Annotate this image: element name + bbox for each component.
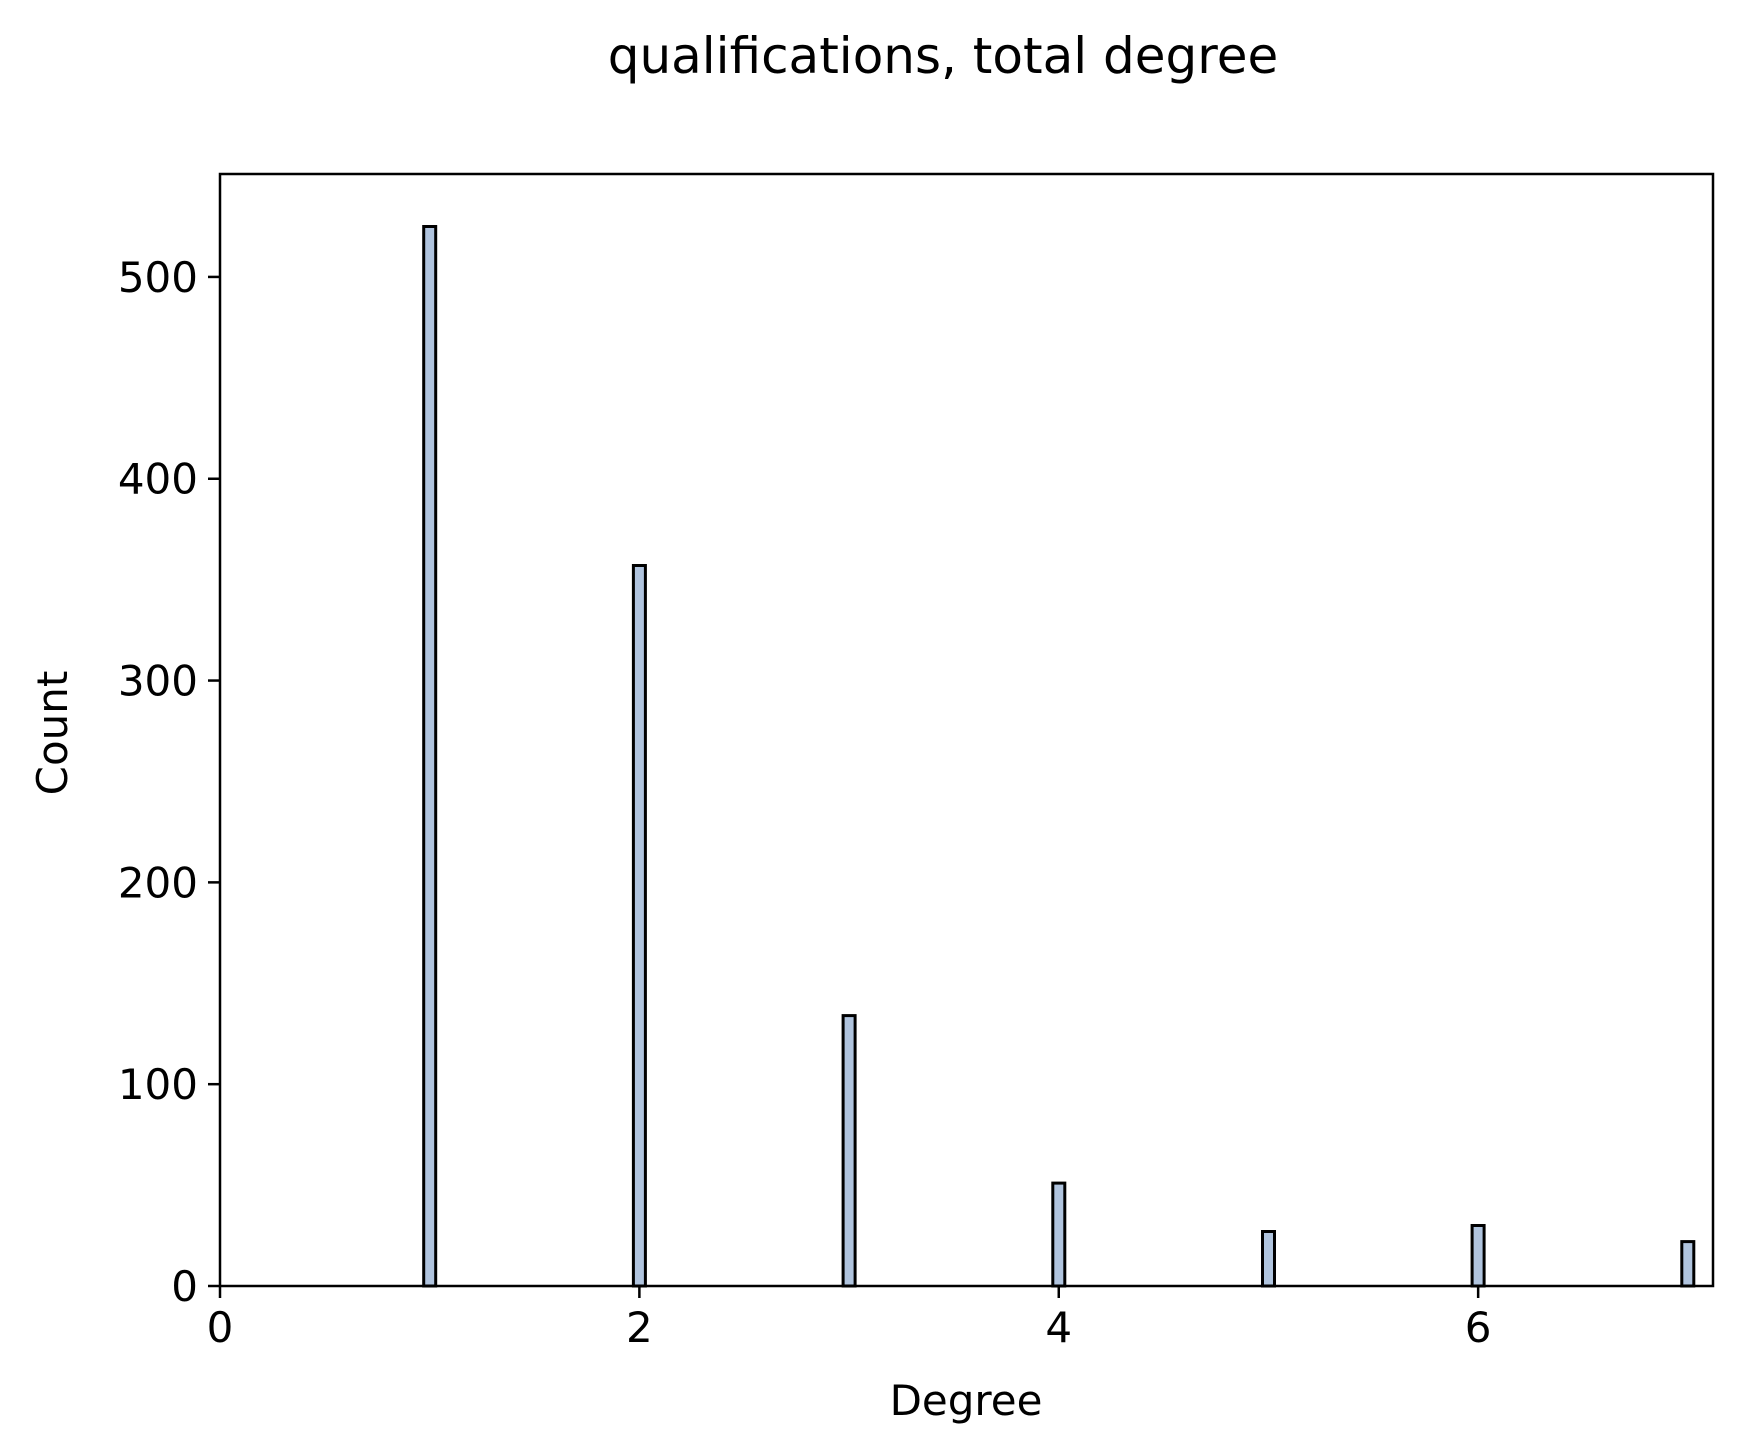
bar-degree-5 — [1261, 1230, 1276, 1288]
bar-degree-6 — [1470, 1224, 1486, 1288]
x-tick-label: 4 — [1045, 1303, 1072, 1352]
bar-degree-7 — [1680, 1240, 1696, 1288]
y-axis-ticks: 0 100 200 300 400 500 — [118, 253, 220, 1311]
plot-frame — [218, 172, 1715, 1288]
y-tick-label: 400 — [118, 455, 198, 504]
y-tick-label: 200 — [118, 858, 198, 907]
x-tick-label: 2 — [626, 1303, 653, 1352]
y-tick-label: 300 — [118, 657, 198, 706]
bars-group — [422, 225, 1696, 1288]
bar-degree-4 — [1051, 1181, 1067, 1288]
y-tick-label: 100 — [118, 1060, 198, 1109]
x-tick-label: 6 — [1465, 1303, 1492, 1352]
chart-title: qualifications, total degree — [608, 27, 1279, 85]
x-tick-label: 0 — [207, 1303, 234, 1352]
y-tick-label: 500 — [118, 253, 198, 302]
y-tick-label: 0 — [171, 1262, 198, 1311]
bar-degree-3 — [841, 1014, 857, 1288]
bar-degree-1 — [422, 225, 438, 1288]
y-axis-label: Count — [28, 671, 77, 796]
x-axis-ticks: 0 2 4 6 — [207, 1286, 1492, 1352]
bar-degree-2 — [631, 564, 647, 1288]
x-axis-label: Degree — [890, 1376, 1043, 1425]
